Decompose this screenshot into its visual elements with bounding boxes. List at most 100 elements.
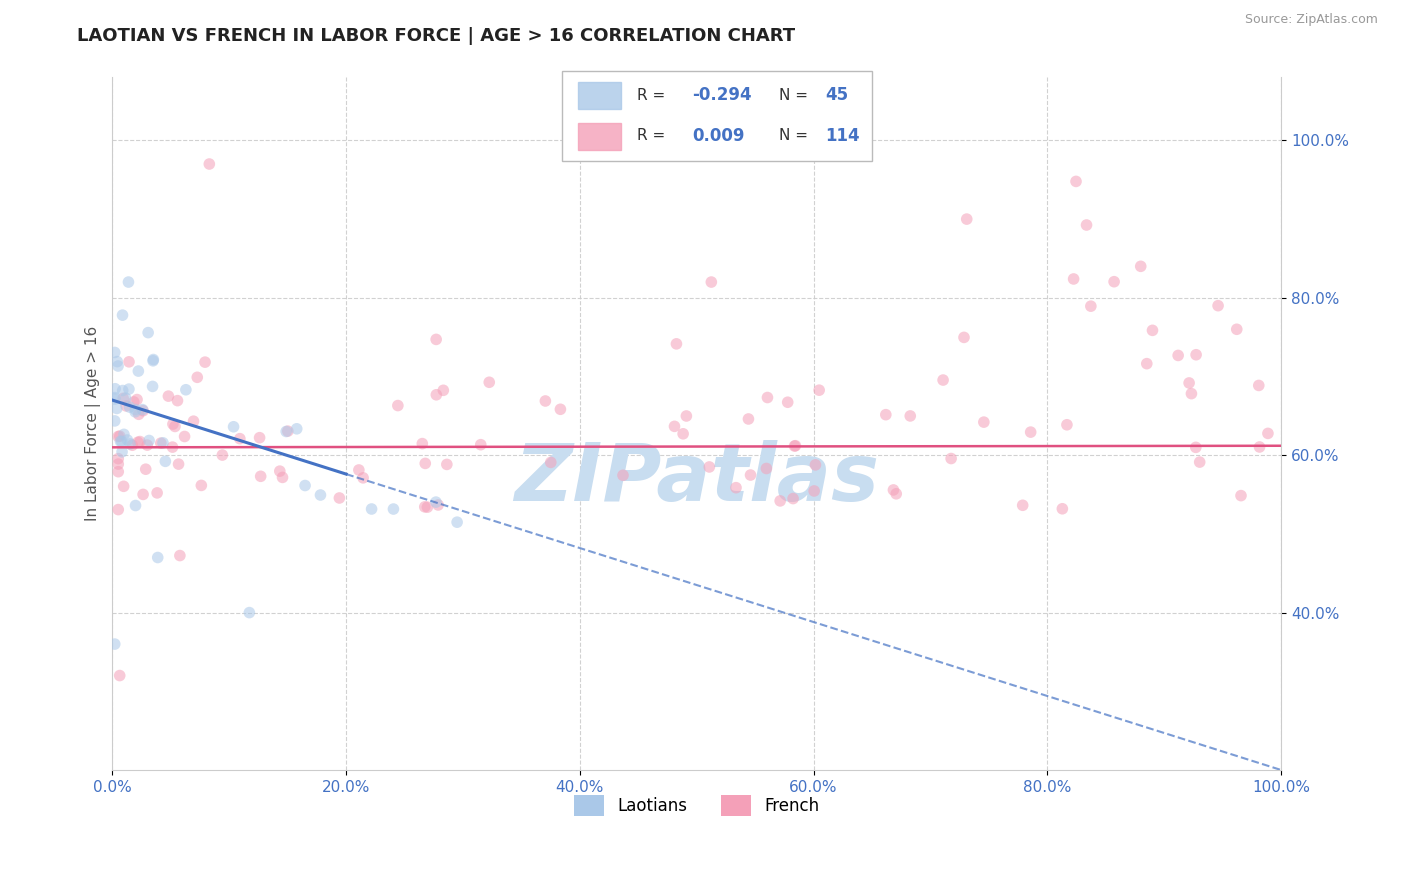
Point — [108, 668, 131, 682]
Point — [104, 391, 127, 405]
Point — [173, 429, 195, 443]
Point — [939, 451, 962, 466]
Point — [190, 478, 212, 492]
Point — [1076, 218, 1098, 232]
Point — [540, 455, 562, 469]
Point — [128, 407, 150, 421]
Point — [117, 275, 139, 289]
Point — [107, 429, 129, 443]
Point — [953, 330, 976, 344]
Point — [124, 499, 146, 513]
Point — [104, 392, 127, 406]
Point — [550, 402, 572, 417]
Point — [104, 382, 127, 396]
Point — [132, 403, 155, 417]
Point — [285, 422, 308, 436]
Point — [1142, 323, 1164, 337]
Point — [198, 157, 221, 171]
Text: N =: N = — [779, 88, 808, 103]
Point — [1019, 425, 1042, 439]
Text: Source: ZipAtlas.com: Source: ZipAtlas.com — [1244, 13, 1378, 27]
Point — [785, 439, 807, 453]
Point — [416, 500, 439, 515]
Point — [697, 459, 720, 474]
Point — [271, 470, 294, 484]
Point — [138, 434, 160, 448]
Point — [425, 388, 447, 402]
Point — [478, 376, 501, 390]
Point — [107, 451, 129, 466]
Point — [436, 458, 458, 472]
Point — [114, 391, 136, 405]
Point — [142, 379, 165, 393]
Point — [166, 393, 188, 408]
Point — [470, 438, 492, 452]
Point — [117, 433, 139, 447]
Point — [104, 345, 127, 359]
Point — [1185, 441, 1208, 455]
Point — [115, 399, 138, 413]
Point — [276, 425, 298, 439]
Point — [804, 458, 827, 472]
Point — [769, 494, 792, 508]
Text: 45: 45 — [825, 87, 848, 104]
Text: 114: 114 — [825, 127, 860, 145]
Point — [1167, 348, 1189, 362]
Point — [107, 359, 129, 373]
Text: R =: R = — [637, 128, 665, 143]
Point — [664, 419, 686, 434]
Point — [142, 354, 165, 368]
Point — [183, 414, 205, 428]
Point — [105, 401, 128, 416]
Point — [136, 326, 159, 340]
Point — [425, 495, 447, 509]
Point — [898, 409, 921, 423]
Point — [1257, 426, 1279, 441]
Point — [387, 399, 409, 413]
Point — [110, 434, 132, 449]
Text: N =: N = — [779, 128, 808, 143]
Point — [425, 332, 447, 346]
FancyBboxPatch shape — [562, 71, 872, 161]
Point — [382, 502, 405, 516]
Point — [131, 402, 153, 417]
Point — [277, 424, 299, 438]
Point — [803, 483, 825, 498]
Point — [174, 383, 197, 397]
Point — [129, 434, 152, 449]
Point — [194, 355, 217, 369]
Point — [107, 457, 129, 471]
Point — [1080, 299, 1102, 313]
Point — [875, 408, 897, 422]
Point — [146, 486, 169, 500]
Point — [169, 549, 191, 563]
Point — [222, 419, 245, 434]
Point — [740, 468, 762, 483]
Text: R =: R = — [637, 88, 665, 103]
Point — [125, 392, 148, 407]
Point — [118, 437, 141, 451]
Point — [157, 389, 180, 403]
Point — [1063, 272, 1085, 286]
Point — [973, 415, 995, 429]
Point — [884, 487, 907, 501]
Point — [163, 419, 186, 434]
Point — [411, 436, 433, 450]
Text: LAOTIAN VS FRENCH IN LABOR FORCE | AGE > 16 CORRELATION CHART: LAOTIAN VS FRENCH IN LABOR FORCE | AGE >… — [77, 27, 796, 45]
Point — [534, 394, 557, 409]
Point — [413, 457, 436, 471]
Point — [432, 384, 454, 398]
Point — [1102, 275, 1125, 289]
Point — [269, 464, 291, 478]
Point — [111, 384, 134, 398]
Point — [111, 308, 134, 322]
Point — [146, 550, 169, 565]
Point — [1011, 498, 1033, 512]
Point — [347, 463, 370, 477]
Point — [446, 515, 468, 529]
Point — [1180, 386, 1202, 401]
Point — [249, 431, 271, 445]
Point — [1052, 501, 1074, 516]
Point — [309, 488, 332, 502]
Point — [675, 409, 697, 423]
